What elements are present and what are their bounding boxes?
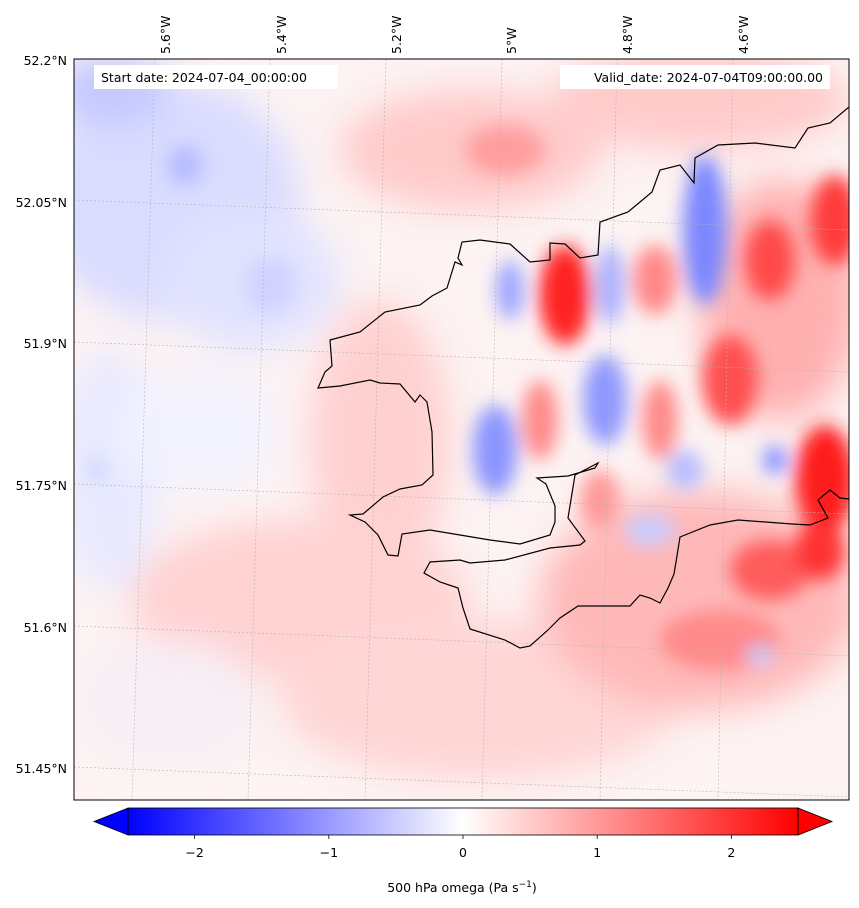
lat-tick-label: 51.45°N [16, 761, 67, 776]
colorbar-title-close: ) [532, 880, 537, 895]
colorbar-title: 500 hPa omega (Pa s−1) [387, 880, 537, 895]
coastline [317, 106, 849, 649]
start-date-label: Start date: 2024-07-04_00:00:00 [101, 70, 307, 85]
colorbar-max-extend [797, 807, 834, 836]
colorbar-tick-label: 2 [727, 845, 735, 860]
omega-field: Start date: 2024-07-04_00:00:00 Valid_da… [74, 59, 849, 800]
info-banner: Start date: 2024-07-04_00:00:00 Valid_da… [94, 65, 830, 89]
colorbar-gradient [128, 808, 798, 835]
valid-date-box [560, 65, 830, 89]
colorbar-title-exponent: −1 [519, 880, 532, 890]
colorbar-tick-label: −2 [185, 845, 203, 860]
graticule [74, 59, 849, 800]
lat-tick-label: 52.2°N [24, 53, 67, 68]
colorbar-tick-label: 1 [593, 845, 601, 860]
longitude-ticks: 5.6°W 5.4°W 5.2°W 5°W 4.8°W 4.6°W [158, 16, 751, 55]
lat-tick-label: 51.75°N [16, 478, 67, 493]
valid-date-label: Valid_date: 2024-07-04T09:00:00.00 [594, 70, 823, 85]
lon-tick-label: 5.2°W [389, 16, 404, 55]
lon-tick-label: 4.6°W [736, 16, 751, 55]
colorbar-title-main: 500 hPa omega (Pa s [387, 880, 518, 895]
start-date-box [94, 65, 338, 89]
colorbar-tick-label: 0 [459, 845, 467, 860]
lon-tick-label: 5°W [504, 27, 519, 54]
convective-cells [89, 125, 849, 670]
lat-tick-label: 51.6°N [24, 620, 67, 635]
lat-tick-label: 52.05°N [16, 195, 67, 210]
map-frame [73, 58, 850, 801]
lon-tick-label: 5.6°W [158, 16, 173, 55]
colorbar-ticks: −2 −1 0 1 2 [185, 835, 735, 860]
lon-tick-label: 4.8°W [620, 16, 635, 55]
colorbar-min-extend [92, 807, 129, 836]
colorbar: −2 −1 0 1 2 500 hPa omega (Pa s−1) [92, 807, 834, 895]
latitude-ticks: 52.2°N 52.05°N 51.9°N 51.75°N 51.6°N 51.… [16, 53, 67, 776]
lon-tick-label: 5.4°W [274, 16, 289, 55]
colorbar-tick-label: −1 [320, 845, 338, 860]
lat-tick-label: 51.9°N [24, 336, 67, 351]
